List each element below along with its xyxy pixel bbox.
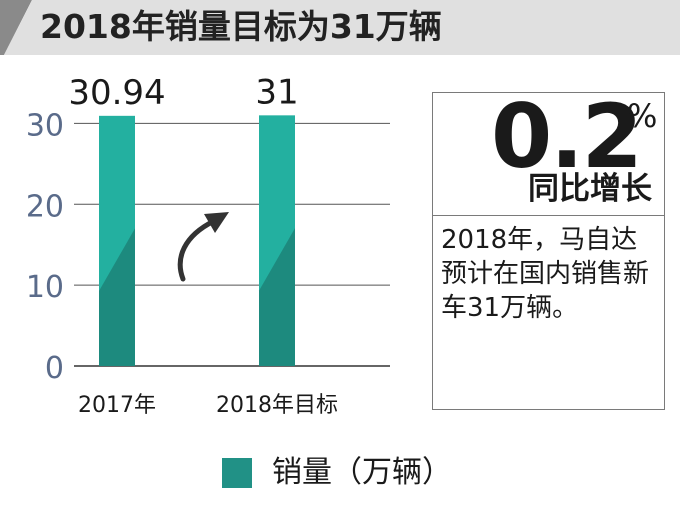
title-stripe xyxy=(0,0,32,55)
callout-divider xyxy=(433,215,664,216)
bar-shade xyxy=(259,228,295,366)
y-tick-label: 0 xyxy=(45,351,64,386)
title-band xyxy=(4,0,680,55)
y-axis-ticks: 0 10 20 30 xyxy=(26,108,64,386)
chart-title: 2018年销量目标为31万辆 xyxy=(40,7,442,46)
growth-number: 0.2 xyxy=(491,85,643,188)
bar: 30.94 xyxy=(68,73,166,366)
x-category-label: 2017年 xyxy=(78,393,156,418)
growth-label: 同比增长 xyxy=(528,171,652,207)
bar-data-label: 30.94 xyxy=(68,73,165,113)
y-tick-label: 20 xyxy=(26,189,64,224)
bar: 31 xyxy=(255,72,299,366)
growth-callout: 0.2 % 同比增长 2018年，马自达预计在国内销售新车31万辆。 xyxy=(432,87,665,410)
y-tick-label: 30 xyxy=(26,108,64,143)
y-tick-label: 10 xyxy=(26,270,64,305)
x-category-label: 2018年目标 xyxy=(216,393,338,418)
curved-up-right-arrow-icon xyxy=(177,212,229,282)
legend-swatch xyxy=(222,458,252,488)
bar-data-label: 31 xyxy=(255,72,298,112)
bar-chart: 0 10 20 30 30.94 31 2017年 2018年目标 xyxy=(26,72,390,418)
percent-sign: % xyxy=(627,97,658,135)
callout-description: 2018年，马自达预计在国内销售新车31万辆。 xyxy=(441,225,650,323)
title-banner xyxy=(0,0,680,55)
bars: 30.94 31 xyxy=(68,72,299,366)
x-axis-labels: 2017年 2018年目标 xyxy=(78,393,338,418)
bar-shade xyxy=(99,228,135,366)
legend-label: 销量（万辆） xyxy=(272,455,452,490)
